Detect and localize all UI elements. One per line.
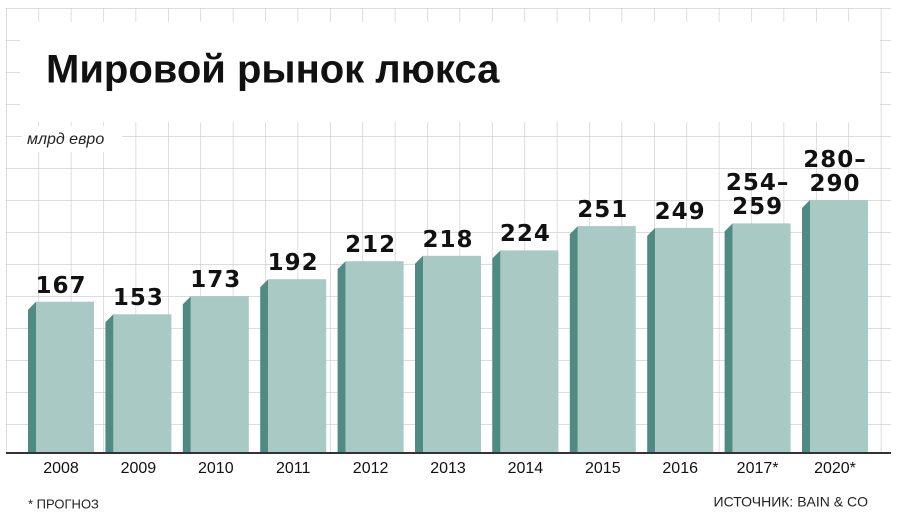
value-label: 218 bbox=[422, 226, 474, 253]
value-label: 249 bbox=[654, 198, 706, 225]
bar-side bbox=[415, 255, 423, 452]
chart-title: Мировой рынок люкса bbox=[46, 48, 500, 92]
value-label: 254–259 bbox=[725, 170, 790, 221]
x-tick-label: 2013 bbox=[430, 460, 466, 477]
bar-side bbox=[260, 279, 269, 452]
bar-side bbox=[569, 226, 578, 452]
x-tick-label: 2015 bbox=[585, 460, 621, 477]
x-tick-label: 2020* bbox=[814, 460, 856, 477]
bar bbox=[500, 250, 559, 452]
unit-box bbox=[22, 126, 122, 152]
source: ИСТОЧНИК: BAIN & CO bbox=[714, 494, 869, 510]
bar-side bbox=[492, 250, 501, 452]
value-label: 192 bbox=[267, 250, 319, 277]
bar bbox=[113, 314, 172, 452]
title-box bbox=[20, 22, 880, 122]
value-label: 224 bbox=[499, 221, 551, 248]
bar bbox=[268, 279, 327, 452]
bar bbox=[423, 255, 481, 452]
x-tick-label: 2017* bbox=[737, 460, 779, 477]
bar-side bbox=[724, 223, 733, 452]
bar-side bbox=[802, 200, 810, 452]
value-label: 167 bbox=[35, 272, 87, 299]
value-label: 173 bbox=[190, 267, 242, 294]
bar bbox=[655, 227, 714, 452]
x-tick-label: 2012 bbox=[353, 460, 389, 477]
bar-side bbox=[28, 301, 36, 452]
footer-bg bbox=[0, 454, 897, 528]
x-tick-label: 2008 bbox=[43, 460, 79, 477]
value-label: 153 bbox=[112, 285, 164, 312]
bar-side bbox=[105, 314, 114, 452]
value-label: 280–290 bbox=[803, 147, 867, 197]
x-tick-label: 2010 bbox=[198, 460, 234, 477]
x-tick-label: 2011 bbox=[276, 460, 311, 477]
bar-side bbox=[647, 227, 656, 452]
value-label: 212 bbox=[345, 232, 397, 259]
x-tick-label: 2016 bbox=[662, 460, 698, 477]
value-label: 251 bbox=[577, 197, 629, 224]
note: * ПРОГНОЗ bbox=[28, 496, 99, 511]
bar bbox=[732, 223, 791, 452]
bar bbox=[345, 261, 404, 452]
unit-label: млрд евро bbox=[27, 131, 104, 148]
bar-side bbox=[337, 261, 346, 452]
bar bbox=[36, 301, 94, 452]
x-tick-label: 2014 bbox=[508, 460, 544, 477]
bar bbox=[190, 296, 249, 452]
bar bbox=[810, 200, 868, 452]
bar bbox=[577, 226, 636, 452]
x-tick-label: 2009 bbox=[121, 460, 157, 477]
bar-side bbox=[182, 296, 191, 452]
